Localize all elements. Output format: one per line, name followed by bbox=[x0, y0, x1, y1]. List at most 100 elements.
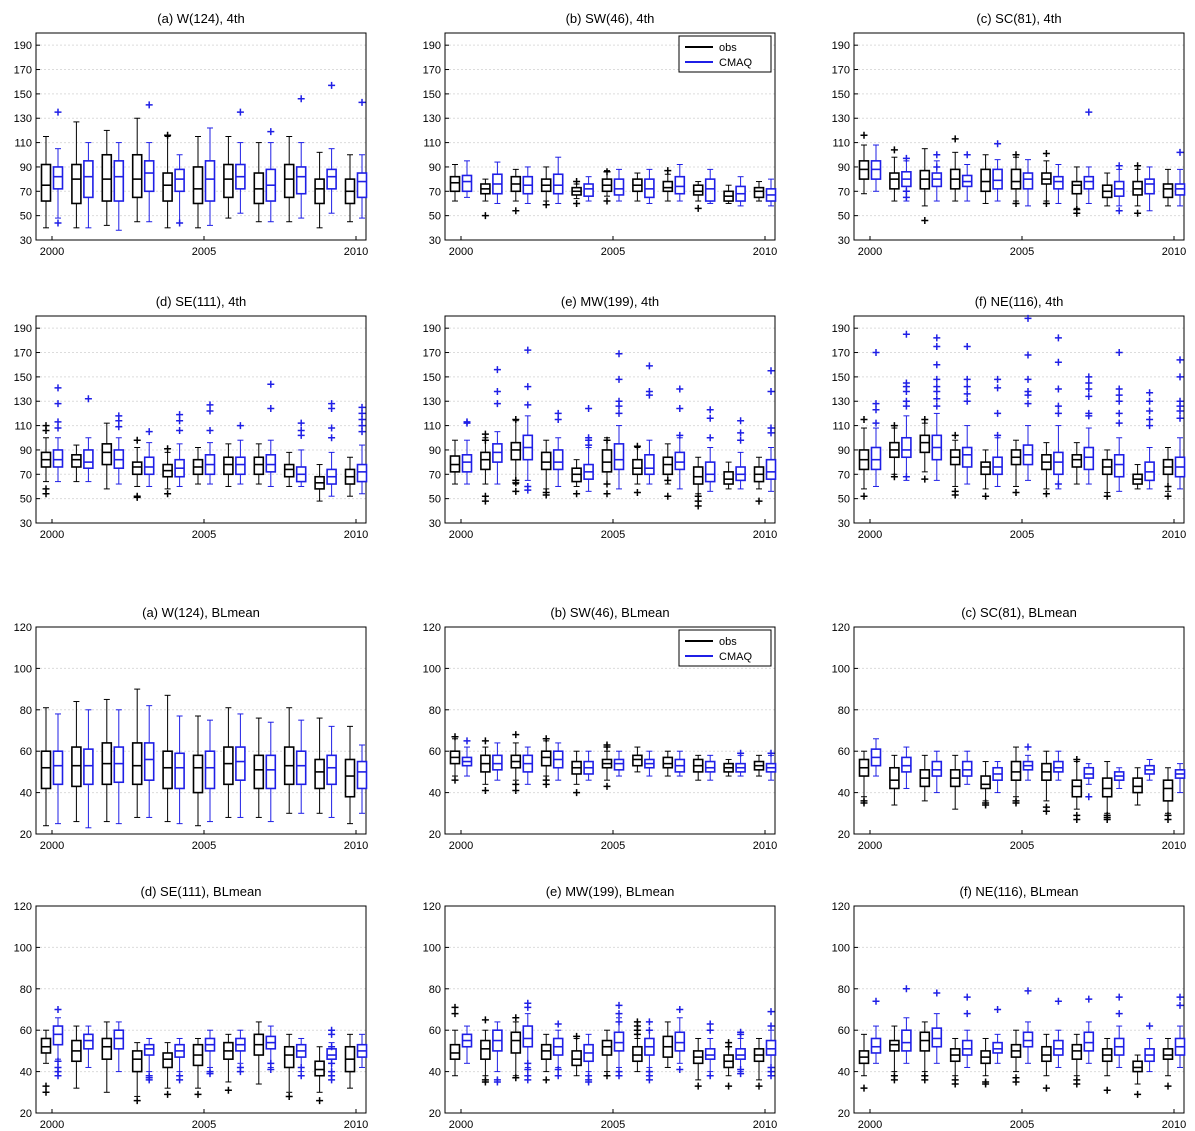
cmaq-box bbox=[674, 385, 686, 490]
cmaq-box-outlier bbox=[1115, 397, 1123, 405]
cmaq-box-outlier bbox=[328, 1076, 336, 1084]
y-tick-label: 20 bbox=[20, 829, 32, 841]
panel-title: (a) W(124), 4th bbox=[157, 11, 244, 26]
obs-box-box bbox=[1071, 1043, 1083, 1060]
cmaq-box bbox=[613, 750, 625, 777]
obs-box-outlier bbox=[481, 436, 489, 444]
y-tick-label: 80 bbox=[838, 984, 850, 996]
obs-box bbox=[101, 698, 113, 823]
cmaq-box-outlier bbox=[176, 219, 184, 227]
cmaq-box-outlier bbox=[54, 108, 62, 116]
cmaq-box bbox=[461, 737, 473, 777]
x-tick-label: 2005 bbox=[1010, 1119, 1034, 1131]
obs-box-outlier bbox=[512, 1014, 520, 1022]
y-tick-label: 40 bbox=[838, 788, 850, 800]
obs-box bbox=[344, 456, 356, 497]
obs-box bbox=[540, 166, 552, 209]
cmaq-box-outlier bbox=[493, 400, 501, 408]
legend-cmaq-label: CMAQ bbox=[719, 57, 752, 69]
cmaq-box-outlier bbox=[1115, 419, 1123, 427]
obs-box bbox=[858, 1033, 870, 1092]
cmaq-box-box bbox=[1053, 1039, 1064, 1056]
obs-box-box bbox=[632, 754, 643, 767]
obs-box bbox=[692, 181, 704, 212]
cmaq-box-box bbox=[204, 160, 216, 202]
cmaq-box-outlier bbox=[1115, 993, 1123, 1001]
obs-box bbox=[540, 439, 552, 499]
x-tick-label: 2010 bbox=[753, 840, 777, 852]
obs-box-outlier bbox=[1042, 199, 1050, 207]
obs-box-outlier bbox=[164, 1090, 172, 1098]
cmaq-box-outlier bbox=[1115, 385, 1123, 393]
obs-box bbox=[101, 1021, 113, 1093]
y-tick-label: 50 bbox=[429, 211, 441, 223]
cmaq-box-outlier bbox=[206, 426, 214, 434]
cmaq-box-outlier bbox=[267, 1066, 275, 1074]
cmaq-box-box bbox=[356, 172, 368, 199]
obs-box-outlier bbox=[481, 1078, 489, 1086]
obs-box-outlier bbox=[1073, 1080, 1081, 1088]
cmaq-box-outlier bbox=[54, 384, 62, 392]
cmaq-box-outlier bbox=[872, 419, 880, 427]
cmaq-box bbox=[265, 380, 277, 487]
obs-box-box bbox=[1041, 1045, 1052, 1063]
obs-box-box bbox=[253, 456, 265, 476]
cmaq-box bbox=[870, 738, 882, 777]
obs-box bbox=[192, 1037, 204, 1098]
obs-box-box bbox=[662, 756, 674, 769]
obs-box-box bbox=[753, 186, 765, 199]
cmaq-box bbox=[492, 161, 503, 204]
cmaq-box-outlier bbox=[1024, 351, 1032, 359]
x-tick-label: 2000 bbox=[449, 246, 473, 258]
legend: obs CMAQ bbox=[678, 35, 772, 73]
obs-box bbox=[283, 451, 295, 487]
obs-box-outlier bbox=[573, 1032, 581, 1040]
cmaq-box-outlier bbox=[328, 81, 336, 89]
obs-box-outlier bbox=[860, 131, 868, 139]
cmaq-box bbox=[1053, 334, 1064, 490]
cmaq-box-outlier bbox=[358, 98, 366, 106]
obs-box-outlier bbox=[542, 201, 550, 209]
obs-box-outlier bbox=[890, 1076, 898, 1084]
obs-box-box bbox=[510, 441, 522, 461]
obs-box-outlier bbox=[982, 1080, 990, 1088]
y-tick-label: 30 bbox=[838, 518, 850, 530]
y-tick-label: 120 bbox=[832, 622, 850, 634]
x-tick-label: 2005 bbox=[1010, 529, 1034, 541]
cmaq-box-outlier bbox=[963, 375, 971, 383]
cmaq-box bbox=[613, 1001, 625, 1080]
obs-box-outlier bbox=[951, 431, 959, 439]
cmaq-box bbox=[522, 746, 534, 785]
y-tick-label: 60 bbox=[429, 746, 441, 758]
obs-box-outlier bbox=[755, 497, 763, 505]
obs-box-outlier bbox=[42, 426, 50, 434]
obs-box bbox=[162, 131, 173, 229]
y-tick-label: 150 bbox=[832, 372, 850, 384]
cmaq-box bbox=[174, 715, 185, 825]
chart-panel: 30 50 70 90 110 130 150 170 190 2000 2005 2010 (a) W… bbox=[14, 11, 369, 258]
cmaq-box bbox=[704, 754, 716, 781]
cmaq-box-box bbox=[613, 758, 625, 771]
cmaq-box bbox=[265, 1025, 277, 1074]
y-tick-label: 170 bbox=[14, 65, 32, 77]
obs-box-box bbox=[314, 178, 325, 205]
cmaq-box bbox=[1022, 159, 1034, 207]
cmaq-box bbox=[674, 164, 686, 202]
obs-box bbox=[162, 1042, 173, 1098]
obs-box-outlier bbox=[1103, 816, 1111, 824]
cmaq-box-box bbox=[644, 454, 655, 476]
cmaq-box bbox=[522, 346, 534, 494]
cmaq-box-outlier bbox=[176, 411, 184, 419]
cmaq-box bbox=[174, 411, 185, 487]
cmaq-box-box bbox=[1083, 766, 1095, 779]
obs-box bbox=[1132, 464, 1143, 490]
obs-box-box bbox=[101, 443, 113, 466]
obs-box-outlier bbox=[603, 436, 611, 444]
obs-box-box bbox=[601, 1039, 613, 1056]
obs-box bbox=[601, 168, 613, 205]
y-tick-label: 70 bbox=[20, 186, 32, 198]
cmaq-box-outlier bbox=[1146, 389, 1154, 397]
obs-box-outlier bbox=[512, 731, 520, 739]
obs-box-box bbox=[71, 454, 82, 468]
y-tick-label: 50 bbox=[20, 211, 32, 223]
